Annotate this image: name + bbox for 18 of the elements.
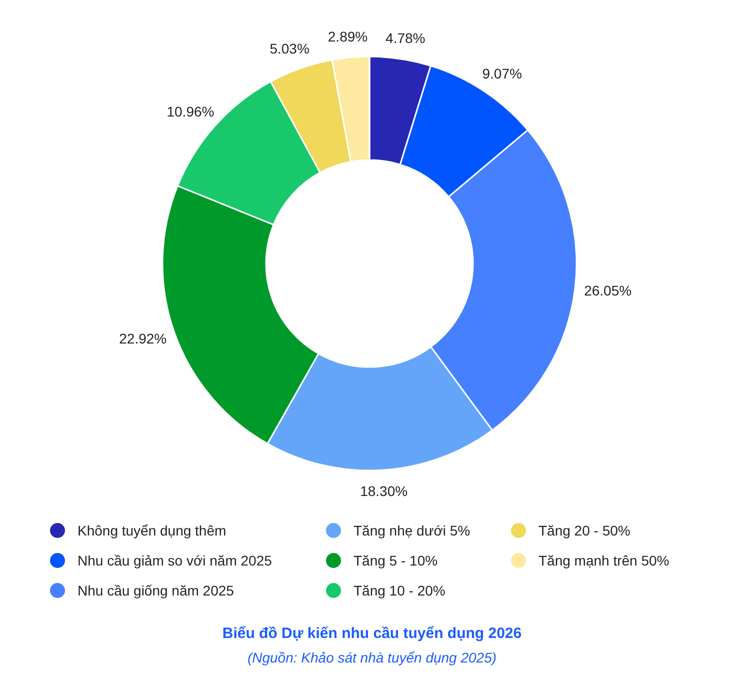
text: (Nguồn: Khảo sát nhà tuyển dụng 2025) (247, 650, 497, 666)
data-label: 2.89% (328, 28, 368, 44)
text: Biểu đồ Dự kiến nhu cầu tuyển dụng 2026 (222, 625, 522, 642)
data-label: 4.78% (386, 30, 426, 46)
data-label: 22.92% (119, 330, 167, 347)
legend-label: Tăng mạnh trên 50% (538, 552, 670, 568)
legend-label: Tăng 20 - 50% (538, 522, 630, 538)
legend-label: Tăng 5 - 10% (354, 552, 438, 568)
data-label: 18.30% (360, 483, 408, 500)
data-label: 5.03% (270, 40, 310, 57)
legend-label: Nhu cầu giảm so với năm 2025 (78, 552, 272, 568)
legend-label: Không tuyển dụng thêm (78, 522, 226, 538)
legend-label: Tăng 10 - 20% (354, 582, 446, 598)
legend-label: Tăng nhẹ dưới 5% (354, 522, 470, 538)
data-label: 10.96% (166, 104, 214, 120)
legend-label: Nhu cầu giống năm 2025 (78, 582, 234, 598)
data-label: 26.05% (584, 282, 632, 298)
data-label: 9.07% (482, 65, 522, 82)
